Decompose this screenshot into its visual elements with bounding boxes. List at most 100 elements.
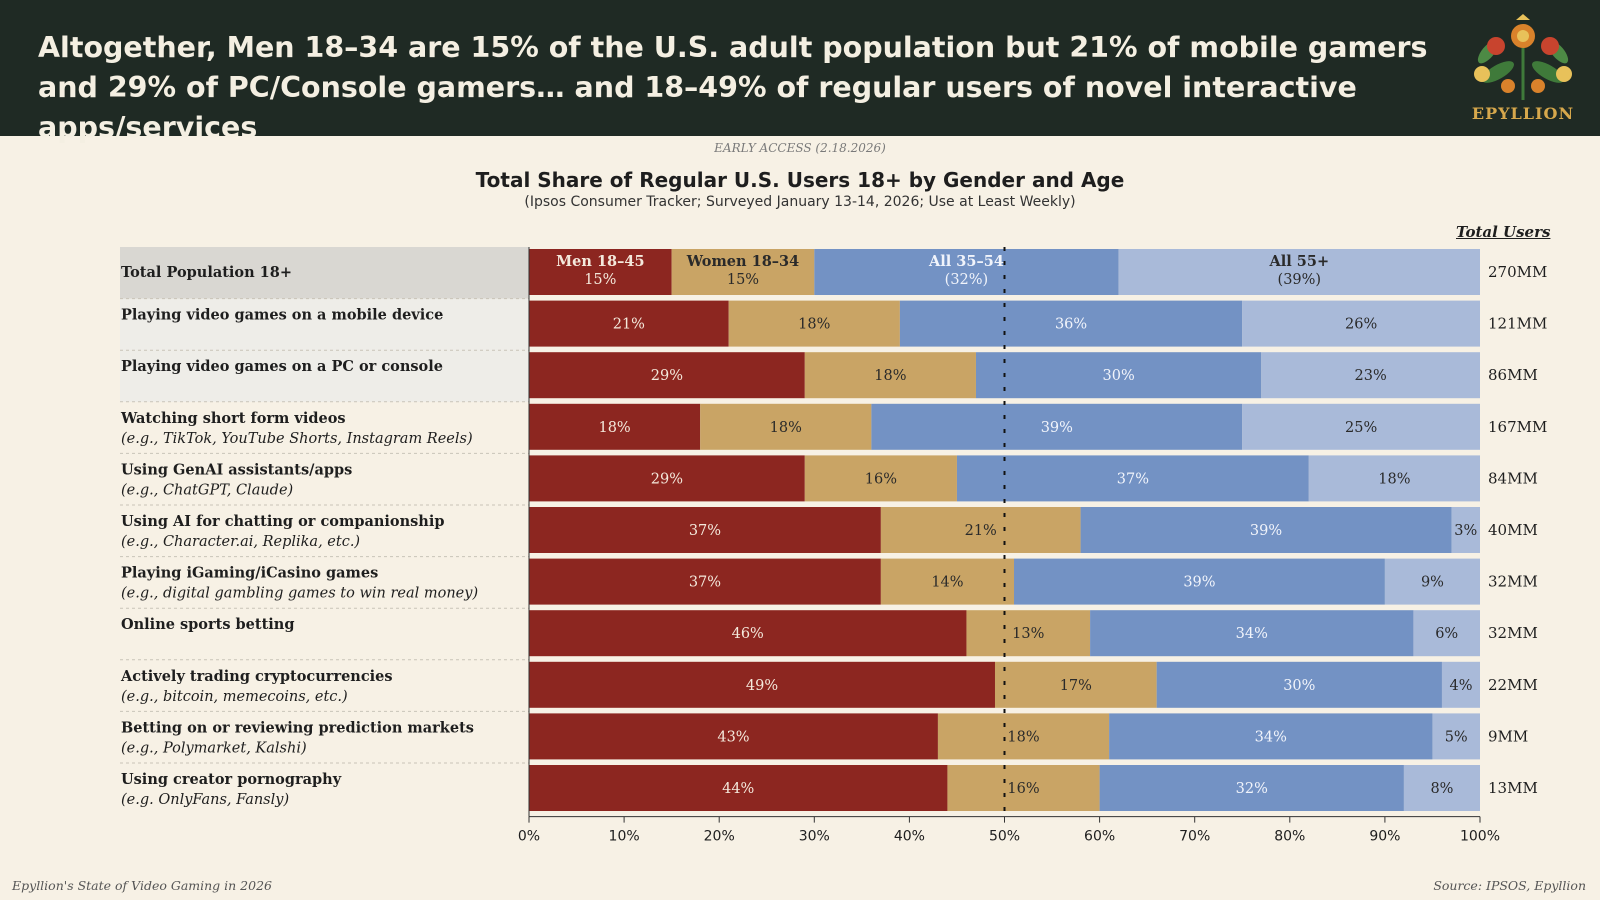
bar-segment-all-35-54 [1099, 765, 1404, 811]
total-users-value: 86MM [1488, 366, 1538, 384]
data-label: 9% [1421, 575, 1444, 591]
data-label: 37% [689, 523, 721, 539]
total-users-value: 22MM [1488, 676, 1538, 694]
row-label: Betting on or reviewing prediction marke… [121, 719, 474, 736]
bar-segment-all-55-plus [1413, 610, 1480, 657]
x-tick-label: 30% [799, 829, 830, 845]
total-users-value: 40MM [1488, 521, 1538, 539]
data-label: 18% [798, 317, 830, 333]
bar-segment-men-18-34 [529, 558, 881, 605]
data-label: 39% [1041, 420, 1073, 436]
row-example: (e.g., bitcoin, memecoins, etc.) [121, 689, 348, 705]
bar-segment-all-35-54 [1014, 558, 1385, 605]
row-example: (e.g. OnlyFans, Fansly) [121, 792, 289, 808]
data-label: 44% [722, 781, 754, 797]
bar-segment-all-35-54 [899, 300, 1243, 347]
x-tick-label: 50% [989, 829, 1020, 845]
bar-segment-women-18-34 [880, 507, 1081, 553]
footer-left: Epyllion's State of Video Gaming in 2026 [12, 878, 272, 893]
bar-segment-men-18-34 [529, 507, 881, 553]
total-users-value: 84MM [1488, 469, 1538, 487]
bar-segment-women-18-34 [804, 352, 976, 399]
series-label: Men 18–45 [556, 253, 644, 270]
row-label: Playing iGaming/iCasino games [121, 565, 378, 582]
series-label: All 35–54 [928, 253, 1004, 270]
series-label: All 55+ [1268, 253, 1329, 270]
bar-segment-all-55-plus [1308, 455, 1480, 502]
x-tick-label: 10% [609, 829, 640, 845]
data-label: 18% [598, 420, 630, 436]
data-label: 3% [1454, 523, 1477, 539]
x-tick-label: 100% [1460, 829, 1500, 845]
data-label: 21% [613, 317, 645, 333]
row-example: (e.g., ChatGPT, Claude) [121, 482, 293, 498]
row-label: Using AI for chatting or companionship [121, 513, 444, 530]
total-users-value: 32MM [1488, 624, 1538, 642]
bar-segment-men-18-34 [529, 249, 672, 295]
row-example: (e.g., Polymarket, Kalshi) [121, 740, 307, 756]
data-label: (32%) [945, 272, 989, 288]
bar-segment-men-18-34 [529, 713, 938, 760]
data-label: 39% [1183, 575, 1215, 591]
header-banner: Altogether, Men 18–34 are 15% of the U.S… [0, 0, 1600, 144]
total-users-header: Total Users [1456, 223, 1551, 241]
data-label: 39% [1250, 523, 1282, 539]
bar-segment-men-18-34 [529, 300, 729, 347]
row-label: Watching short form videos [120, 410, 346, 427]
footer-source: Source: IPSOS, Epyllion [1433, 878, 1586, 893]
bar-segment-all-35-54 [1109, 713, 1433, 760]
data-label: 16% [865, 471, 897, 487]
bar-segment-all-55-plus [1261, 352, 1480, 399]
data-label: 32% [1236, 781, 1268, 797]
chart-subtitle: (Ipsos Consumer Tracker; Surveyed Januar… [524, 194, 1076, 210]
row-label-background [120, 350, 529, 402]
data-label: 37% [689, 575, 721, 591]
bar-segment-all-35-54 [1156, 661, 1442, 708]
data-label: 5% [1445, 729, 1468, 745]
x-tick-label: 80% [1274, 829, 1305, 845]
data-label: 4% [1449, 678, 1472, 694]
row-example: (e.g., Character.ai, Replika, etc.) [121, 534, 360, 550]
bar-segment-all-55-plus [1242, 403, 1480, 450]
bar-segment-women-18-34 [966, 610, 1091, 657]
data-label: 30% [1103, 368, 1135, 384]
x-tick-label: 40% [894, 829, 925, 845]
data-label: 34% [1255, 729, 1287, 745]
data-label: 18% [874, 368, 906, 384]
row-label: Online sports betting [121, 616, 294, 633]
data-label: 29% [651, 368, 683, 384]
bar-segment-all-35-54 [1090, 610, 1414, 657]
bar-segment-all-55-plus [1118, 249, 1480, 295]
data-label: 18% [770, 420, 802, 436]
bar-segment-men-18-34 [529, 765, 948, 811]
data-label: 6% [1435, 626, 1458, 642]
bar-segment-men-18-34 [529, 352, 805, 399]
bar-segment-men-18-34 [529, 661, 995, 708]
data-label: 34% [1236, 626, 1268, 642]
data-label: 17% [1060, 678, 1092, 694]
x-tick-label: 60% [1084, 829, 1115, 845]
data-label: 21% [965, 523, 997, 539]
bar-segment-men-18-34 [529, 403, 701, 450]
row-label-background [120, 247, 529, 299]
data-label: 43% [717, 729, 749, 745]
data-label: 13% [1012, 626, 1044, 642]
data-label: 18% [1007, 729, 1039, 745]
bar-segment-all-55-plus [1432, 713, 1480, 760]
row-label: Playing video games on a PC or console [121, 358, 443, 375]
bar-segment-all-35-54 [814, 249, 1119, 295]
x-tick-label: 70% [1179, 829, 1210, 845]
bar-segment-all-35-54 [1080, 507, 1452, 553]
early-access-label: EARLY ACCESS (2.18.2026) [714, 141, 886, 155]
row-label: Using GenAI assistants/apps [121, 461, 352, 478]
bar-segment-men-18-34 [529, 455, 805, 502]
row-label: Total Population 18+ [121, 264, 292, 281]
chart-title: Total Share of Regular U.S. Users 18+ by… [475, 168, 1125, 192]
data-label: 29% [651, 471, 683, 487]
bar-segment-women-18-34 [994, 661, 1157, 708]
bar-segment-all-55-plus [1403, 765, 1480, 811]
x-tick-label: 0% [518, 829, 540, 845]
row-label-background [120, 298, 529, 351]
row-label: Actively trading cryptocurrencies [120, 668, 393, 685]
data-label: 15% [727, 272, 759, 288]
